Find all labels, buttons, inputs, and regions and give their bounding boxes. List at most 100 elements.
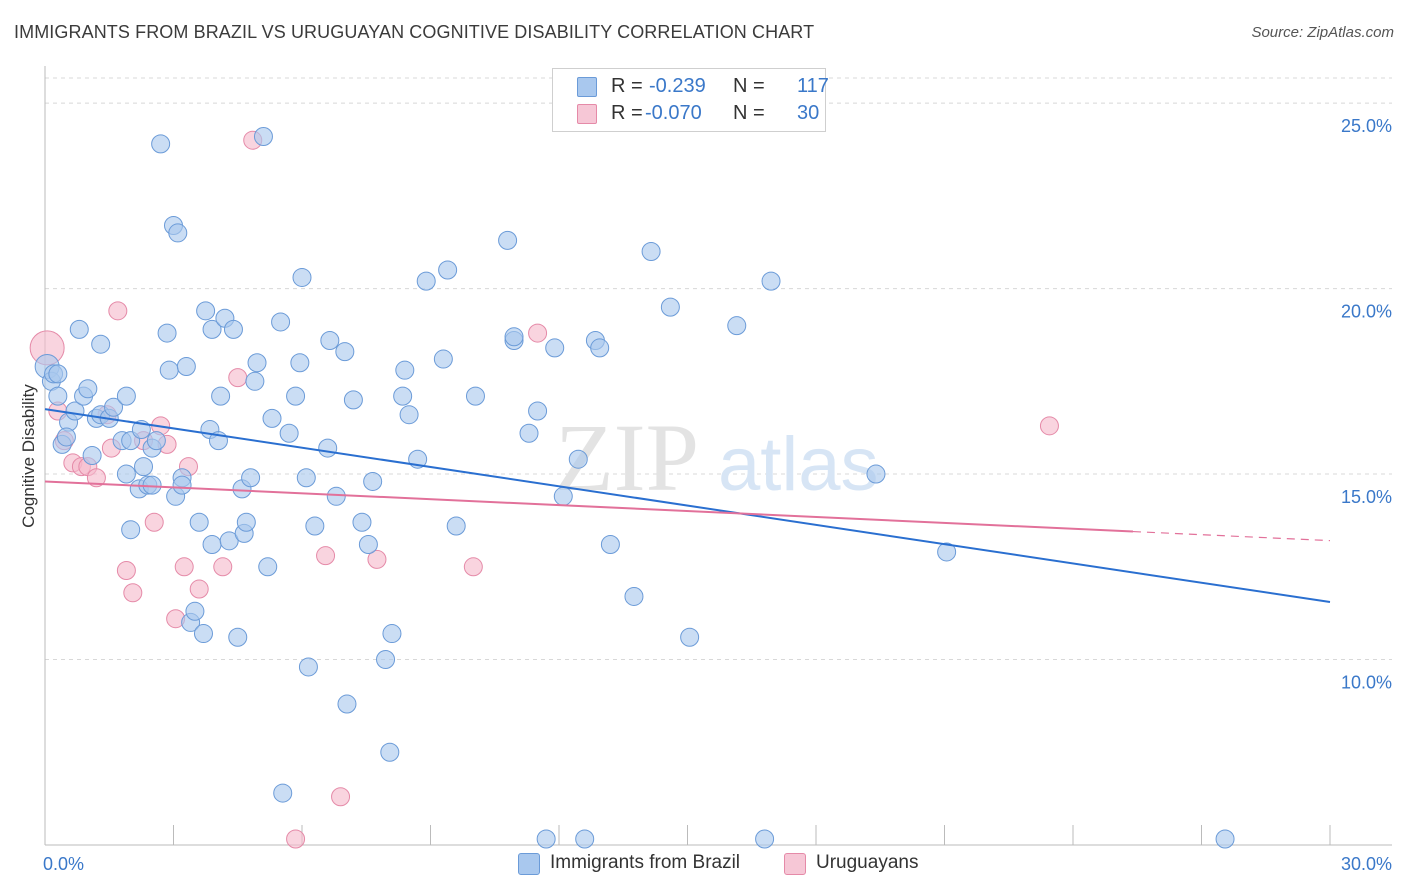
uruguayans-point bbox=[86, 468, 106, 488]
uruguayans-point bbox=[228, 368, 248, 388]
brazil-point bbox=[937, 542, 957, 562]
brazil-point bbox=[395, 360, 415, 380]
brazil-point bbox=[536, 829, 556, 849]
uruguayans-point bbox=[1039, 416, 1059, 436]
brazil-point bbox=[866, 464, 886, 484]
brazil-point bbox=[258, 557, 278, 577]
brazil-point bbox=[157, 323, 177, 343]
brazil-point bbox=[104, 397, 124, 417]
legend-n-value: 117 bbox=[797, 75, 829, 97]
brazil-point bbox=[1215, 829, 1235, 849]
legend-n-label: N = bbox=[733, 102, 765, 124]
trend-lines bbox=[44, 408, 1331, 604]
brazil-point bbox=[382, 624, 402, 644]
brazil-point bbox=[78, 379, 98, 399]
brazil-point bbox=[193, 624, 213, 644]
brazil-point bbox=[168, 223, 188, 243]
uruguayans-point bbox=[108, 301, 128, 321]
brazil-point bbox=[600, 535, 620, 555]
brazil-point bbox=[271, 312, 291, 332]
tick-labels: 10.0% 15.0% 20.0% 25.0% 0.0% 30.0% bbox=[43, 116, 1392, 874]
bottom-legend-label-brazil: Immigrants from Brazil bbox=[550, 852, 741, 873]
brazil-point bbox=[172, 475, 192, 495]
brazil-point bbox=[176, 356, 196, 376]
uruguayans-point bbox=[144, 512, 164, 532]
brazil-point bbox=[151, 134, 171, 154]
x-tick-label-max: 30.0% bbox=[1341, 854, 1392, 874]
y-tick-label: 25.0% bbox=[1341, 116, 1392, 136]
axes bbox=[44, 66, 1392, 846]
brazil-point bbox=[545, 338, 565, 358]
legend-r-label: R = bbox=[611, 102, 643, 124]
brazil-point bbox=[245, 371, 265, 391]
uruguayans-point bbox=[367, 549, 387, 569]
chart-title: IMMIGRANTS FROM BRAZIL VS URUGUAYAN COGN… bbox=[14, 22, 815, 42]
uruguayans-trend-line bbox=[44, 480, 1134, 533]
uruguayans-point bbox=[331, 787, 351, 807]
brazil-point bbox=[305, 516, 325, 536]
brazil-point bbox=[761, 271, 781, 291]
brazil-point bbox=[134, 457, 154, 477]
brazil-point bbox=[236, 512, 256, 532]
brazil-point bbox=[189, 512, 209, 532]
legend-n-value: 30 bbox=[797, 102, 820, 124]
brazil-point bbox=[65, 401, 85, 421]
brazil-point bbox=[380, 742, 400, 762]
legend-r-label: R = bbox=[611, 75, 643, 97]
brazil-point bbox=[286, 386, 306, 406]
brazil-point bbox=[416, 271, 436, 291]
brazil-point bbox=[296, 468, 316, 488]
brazil-point bbox=[202, 319, 222, 339]
watermark-atlas: atlas bbox=[718, 422, 879, 507]
brazil-point bbox=[69, 319, 89, 339]
brazil-point bbox=[590, 338, 610, 358]
brazil-point bbox=[253, 126, 273, 146]
legend-n-label: N = bbox=[733, 75, 765, 97]
brazil-point bbox=[196, 301, 216, 321]
brazil-point bbox=[498, 230, 518, 250]
uruguayans-point bbox=[463, 557, 483, 577]
brazil-point bbox=[363, 471, 383, 491]
brazil-point bbox=[337, 694, 357, 714]
legend-r-value: -0.070 bbox=[645, 102, 702, 124]
brazil-point bbox=[290, 353, 310, 373]
brazil-point bbox=[318, 438, 338, 458]
brazil-point bbox=[519, 423, 539, 443]
brazil-point bbox=[279, 423, 299, 443]
brazil-point bbox=[727, 316, 747, 336]
brazil-point bbox=[48, 386, 68, 406]
brazil-point bbox=[247, 353, 267, 373]
brazil-point bbox=[116, 464, 136, 484]
gridlines bbox=[45, 77, 1392, 661]
brazil-point bbox=[262, 408, 282, 428]
brazil-point bbox=[159, 360, 179, 380]
brazil-point bbox=[298, 657, 318, 677]
uruguayans-point bbox=[528, 323, 548, 343]
brazil-point bbox=[146, 431, 166, 451]
brazil-point bbox=[211, 386, 231, 406]
bottom-legend-swatch-brazil bbox=[518, 853, 540, 875]
y-axis-label: Cognitive Disability bbox=[19, 384, 38, 528]
uruguayans-point bbox=[286, 829, 306, 849]
brazil-point bbox=[575, 829, 595, 849]
brazil-point bbox=[292, 267, 312, 287]
brazil-point bbox=[641, 241, 661, 261]
x-tick-label-min: 0.0% bbox=[43, 854, 84, 874]
brazil-point bbox=[228, 627, 248, 647]
brazil-point bbox=[376, 650, 396, 670]
brazil-point bbox=[660, 297, 680, 317]
brazil-point bbox=[465, 386, 485, 406]
legend-r-value: -0.239 bbox=[649, 75, 706, 97]
uruguayans-point bbox=[123, 583, 143, 603]
brazil-point bbox=[358, 535, 378, 555]
bottom-legend-swatch-uruguayans bbox=[784, 853, 806, 875]
y-tick-label: 10.0% bbox=[1341, 673, 1392, 693]
brazil-point bbox=[438, 260, 458, 280]
brazil-point bbox=[202, 535, 222, 555]
brazil-point bbox=[241, 468, 261, 488]
watermark: ZIP atlas bbox=[555, 404, 879, 511]
brazil-point bbox=[343, 390, 363, 410]
brazil-point bbox=[553, 486, 573, 506]
brazil-point bbox=[219, 531, 239, 551]
brazil-point bbox=[116, 386, 136, 406]
